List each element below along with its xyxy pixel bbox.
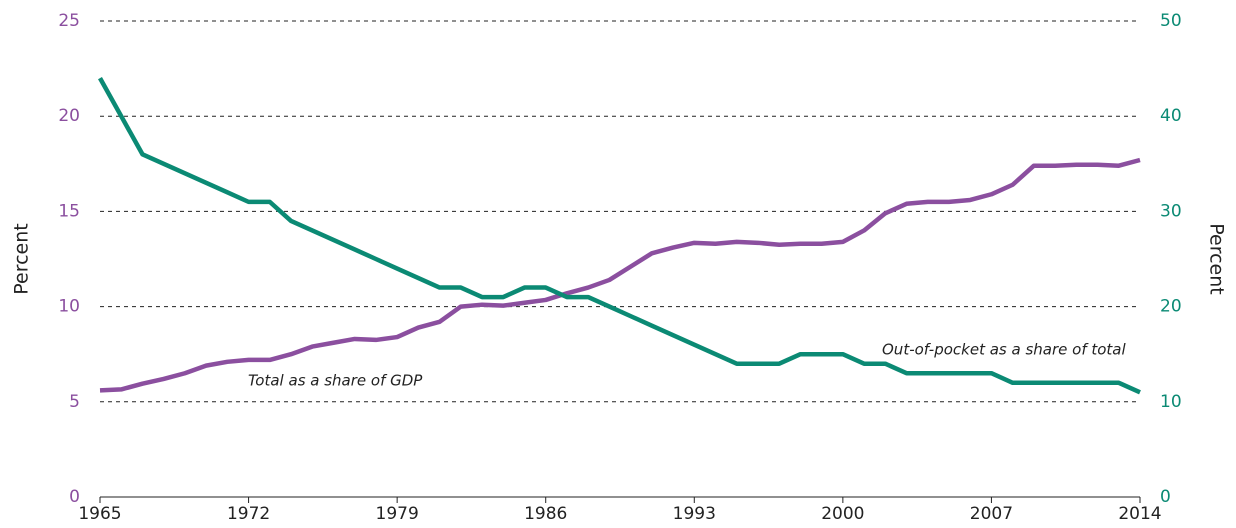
y-axis-label: Percent xyxy=(11,223,33,295)
y-tick-label: 15 xyxy=(58,201,80,221)
series-annotation: Total as a share of GDP xyxy=(248,372,423,390)
series-line xyxy=(98,77,1141,395)
series-line xyxy=(99,157,1141,393)
series-annotation: Out-of-pocket as a share of total xyxy=(882,341,1126,359)
y-tick-label: 25 xyxy=(58,11,80,31)
y-tick-label: 20 xyxy=(58,106,80,126)
y-tick-label: 10 xyxy=(58,297,80,317)
x-tick-label: 2014 xyxy=(1118,504,1161,524)
y2-axis-label: Percent xyxy=(1206,223,1228,295)
x-tick-label: 1965 xyxy=(78,504,121,524)
y2-tick-label: 10 xyxy=(1160,392,1182,412)
x-tick-label: 1986 xyxy=(524,504,567,524)
y2-tick-label: 0 xyxy=(1160,487,1171,507)
x-tick-label: 2000 xyxy=(821,504,864,524)
y2-tick-label: 20 xyxy=(1160,297,1182,317)
x-tick-label: 1979 xyxy=(376,504,419,524)
y2-tick-label: 30 xyxy=(1160,201,1182,221)
y-tick-label: 0 xyxy=(69,487,80,507)
y2-tick-label: 50 xyxy=(1160,11,1182,31)
x-tick-label: 2007 xyxy=(970,504,1013,524)
y-tick-label: 5 xyxy=(69,392,80,412)
y2-tick-label: 40 xyxy=(1160,106,1182,126)
x-tick-label: 1993 xyxy=(673,504,716,524)
x-tick-label: 1972 xyxy=(227,504,270,524)
